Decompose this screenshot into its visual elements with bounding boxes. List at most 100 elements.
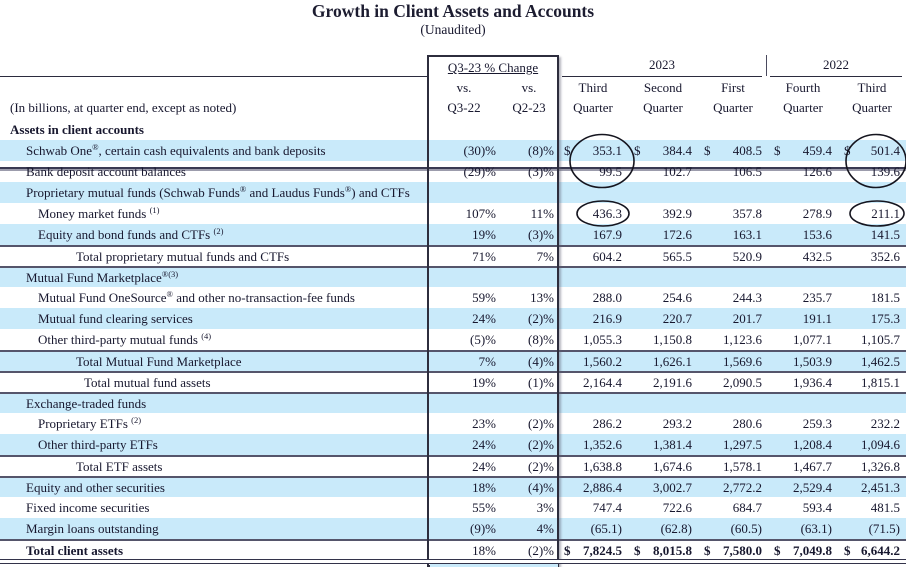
value-text: 2,451.3: [861, 479, 900, 495]
value-text: 408.5: [732, 142, 762, 158]
row-label-text: ) and CTFs: [351, 184, 410, 200]
row-label-text: Mutual fund clearing services: [38, 310, 193, 326]
pct-change-cell: 55%: [472, 499, 496, 515]
table-row: Money market funds (1) 107% 11% 436.3 392.9 3…: [0, 203, 906, 224]
value-text: 1,626.1: [653, 353, 692, 369]
value-text: 232.2: [870, 415, 900, 431]
pct-change-cell: 23%: [472, 415, 496, 431]
value-cell: 172.6: [628, 227, 698, 243]
value-cell: 211.1: [838, 206, 906, 222]
value-cell: $6,644.2: [838, 543, 906, 559]
value-text: 1,297.5: [723, 436, 762, 452]
table-row: Schwab One®, certain cash equivalents an…: [0, 140, 906, 161]
value-cell: 1,208.4: [768, 437, 838, 453]
value-text: 211.1: [871, 205, 900, 221]
value-text: 352.6: [870, 248, 900, 264]
row-label-text: Total client assets: [26, 542, 124, 558]
table-row: Total client assets 18% (2)% $7,824.5 $8,015…: [0, 539, 906, 560]
value-cell: 153.6: [768, 227, 838, 243]
row-label-text: Fixed income securities: [26, 499, 150, 515]
value-cell: (60.5): [698, 521, 768, 537]
value-cell: 280.6: [698, 416, 768, 432]
change-col-q223: Q2-23: [512, 100, 546, 115]
table-row: Equity and other securities 18% (4)% 2,886.…: [0, 476, 906, 497]
table-row: Proprietary ETFs (2) 23% (2)% 286.2 293.2 280…: [0, 413, 906, 434]
value-text: 1,352.6: [583, 436, 622, 452]
value-cell: 1,150.8: [628, 332, 698, 348]
value-cell: 436.3: [558, 206, 628, 222]
row-label: Total proprietary mutual funds and CTFs: [0, 249, 428, 265]
value-cell: 99.5: [558, 164, 628, 180]
table-row: Bank deposit account balances (29)% (3)% 99…: [0, 161, 906, 182]
value-text: 501.4: [870, 142, 900, 158]
pct-change-cell: (3)%: [528, 163, 554, 179]
footnote-marker: ®: [344, 184, 352, 195]
row-label-text: Total ETF assets: [76, 458, 163, 474]
header-bottom-rule: [0, 167, 906, 171]
quarter-col-header: Fourth: [785, 80, 821, 95]
value-text: (63.1): [800, 520, 832, 536]
value-text: 1,560.2: [583, 353, 622, 369]
value-text: 153.6: [802, 226, 832, 242]
table-row: Mutual Fund Marketplace®(3): [0, 266, 906, 287]
value-text: 1,462.5: [861, 353, 900, 369]
row-label-text: Total mutual fund assets: [84, 374, 211, 390]
value-text: 172.6: [662, 226, 692, 242]
value-text: 2,191.6: [653, 374, 692, 390]
row-label: Exchange-traded funds: [0, 396, 428, 412]
table-row: Fixed income securities 55% 3% 747.4 722.6 68…: [0, 497, 906, 518]
value-cell: 139.6: [838, 164, 906, 180]
value-cell: 216.9: [558, 311, 628, 327]
value-text: 6,644.2: [861, 542, 900, 558]
row-label-text: Proprietary ETFs: [38, 415, 132, 431]
value-cell: 102.7: [628, 164, 698, 180]
pct-change-cell: (2)%: [528, 415, 554, 431]
change-col-vs1: vs.: [456, 80, 472, 95]
value-text: 7,049.8: [793, 542, 832, 558]
value-text: 1,638.8: [583, 458, 622, 474]
row-label: Assets in client accounts: [0, 122, 428, 138]
row-label: Proprietary ETFs (2): [0, 416, 428, 432]
value-cell: 254.6: [628, 290, 698, 306]
value-text: 235.7: [802, 289, 832, 305]
value-text: 565.5: [662, 248, 692, 264]
footnote-marker: ®: [92, 142, 99, 153]
row-label: Total client assets: [0, 543, 428, 559]
row-label: Proprietary mutual funds (Schwab Funds® …: [0, 185, 428, 201]
footnote-marker: (4): [201, 331, 212, 342]
dollar-sign: $: [564, 542, 571, 558]
value-text: 220.7: [662, 310, 692, 326]
dollar-sign: $: [844, 142, 851, 158]
value-text: 244.3: [732, 289, 762, 305]
row-label-text: Equity and bond funds and CTFs: [38, 226, 214, 242]
pct-change-cell: 11%: [530, 205, 554, 221]
value-text: 216.9: [592, 310, 622, 326]
value-text: 293.2: [662, 415, 692, 431]
value-cell: 259.3: [768, 416, 838, 432]
pct-change-cell: (2)%: [528, 458, 554, 474]
value-cell: $384.4: [628, 143, 698, 159]
row-label-text: Other third-party ETFs: [38, 436, 158, 452]
pct-change-cell: 59%: [472, 289, 496, 305]
value-text: 139.6: [870, 163, 900, 179]
value-text: 1,326.8: [861, 458, 900, 474]
row-label: Equity and other securities: [0, 480, 428, 496]
value-cell: 593.4: [768, 500, 838, 516]
value-text: 1,674.6: [653, 458, 692, 474]
pct-change-cell: 24%: [472, 436, 496, 452]
value-text: 1,936.4: [793, 374, 832, 390]
value-text: 384.4: [662, 142, 692, 158]
table-row: Total mutual fund assets 19% (1)% 2,164.4 2,…: [0, 371, 906, 392]
value-text: 722.6: [662, 499, 692, 515]
value-cell: 1,326.8: [838, 459, 906, 475]
dollar-sign: $: [704, 142, 711, 158]
quarter-col-header: Third: [857, 80, 887, 95]
pct-change-box-title: Q3-23 % Change: [447, 60, 539, 75]
value-text: 1,055.3: [583, 331, 622, 347]
value-text: 353.1: [592, 142, 622, 158]
value-cell: 235.7: [768, 290, 838, 306]
value-cell: 163.1: [698, 227, 768, 243]
table-row: Margin loans outstanding (9)% 4% (65.1) (62.…: [0, 518, 906, 539]
table-body: Assets in client accounts Schwab One®, ce…: [0, 119, 906, 560]
year-group-divider: [766, 55, 767, 76]
